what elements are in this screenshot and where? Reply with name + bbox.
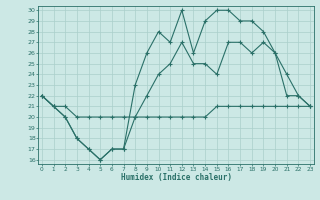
X-axis label: Humidex (Indice chaleur): Humidex (Indice chaleur) <box>121 173 231 182</box>
